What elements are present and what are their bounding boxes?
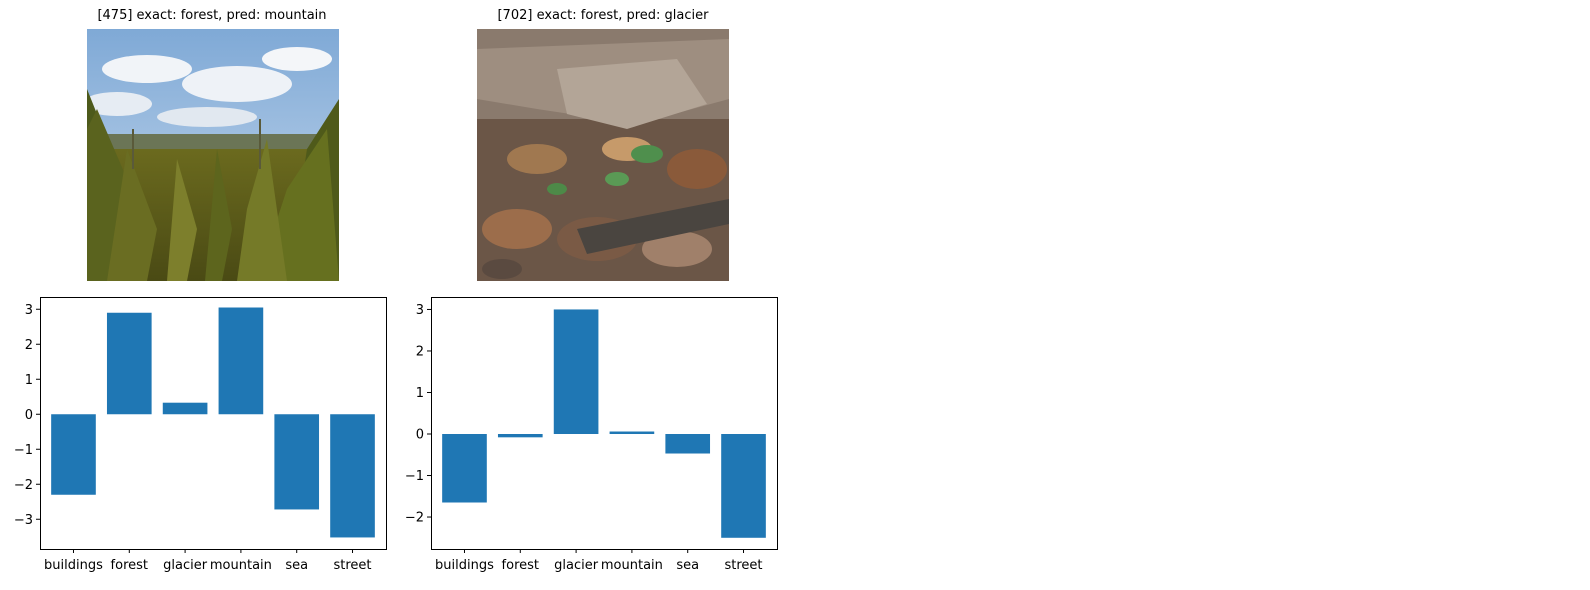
panel-title-1: [475] exact: forest, pred: mountain <box>97 8 327 23</box>
bar-forest <box>497 434 543 438</box>
sample-image-475 <box>87 29 339 281</box>
plot-frame <box>40 297 387 550</box>
x-tick-label: forest <box>111 558 148 573</box>
bar-sea <box>274 414 320 510</box>
x-tick-label: street <box>334 558 372 573</box>
bar-buildings <box>51 414 96 495</box>
y-tick-label: 3 <box>25 303 33 318</box>
x-tick-label: glacier <box>163 558 208 573</box>
y-tick-label: −2 <box>405 511 424 526</box>
x-tick-label: buildings <box>44 558 103 573</box>
x-tick-label: street <box>725 558 763 573</box>
x-tick-label: mountain <box>601 558 663 573</box>
bar-street <box>721 434 766 538</box>
x-tick-label: forest <box>502 558 539 573</box>
y-tick-label: −1 <box>405 469 424 484</box>
y-tick-label: 3 <box>416 303 424 318</box>
y-tick-label: 0 <box>25 408 33 423</box>
bar-buildings <box>442 434 487 503</box>
bar-glacier <box>162 402 208 415</box>
y-tick-label: 1 <box>416 386 424 401</box>
x-tick-label: glacier <box>554 558 599 573</box>
panel-title-2: [702] exact: forest, pred: glacier <box>497 8 709 23</box>
y-tick-label: 1 <box>25 373 33 388</box>
bar-sea <box>665 434 711 454</box>
bar-glacier <box>553 309 599 435</box>
x-tick-label: buildings <box>435 558 494 573</box>
x-tick-label: sea <box>285 558 308 573</box>
sample-image-702 <box>477 29 729 281</box>
y-tick-label: 2 <box>416 344 424 359</box>
bar-mountain <box>609 431 655 435</box>
x-tick-label: mountain <box>210 558 272 573</box>
y-tick-label: −2 <box>14 478 33 493</box>
x-tick-label: sea <box>676 558 699 573</box>
y-tick-label: −1 <box>14 443 33 458</box>
plot-frame <box>431 297 778 550</box>
y-tick-label: 2 <box>25 338 33 353</box>
bar-street <box>330 414 375 538</box>
y-tick-label: −3 <box>14 513 33 528</box>
bar-forest <box>106 312 152 415</box>
y-tick-label: 0 <box>416 428 424 443</box>
bar-mountain <box>218 307 264 415</box>
